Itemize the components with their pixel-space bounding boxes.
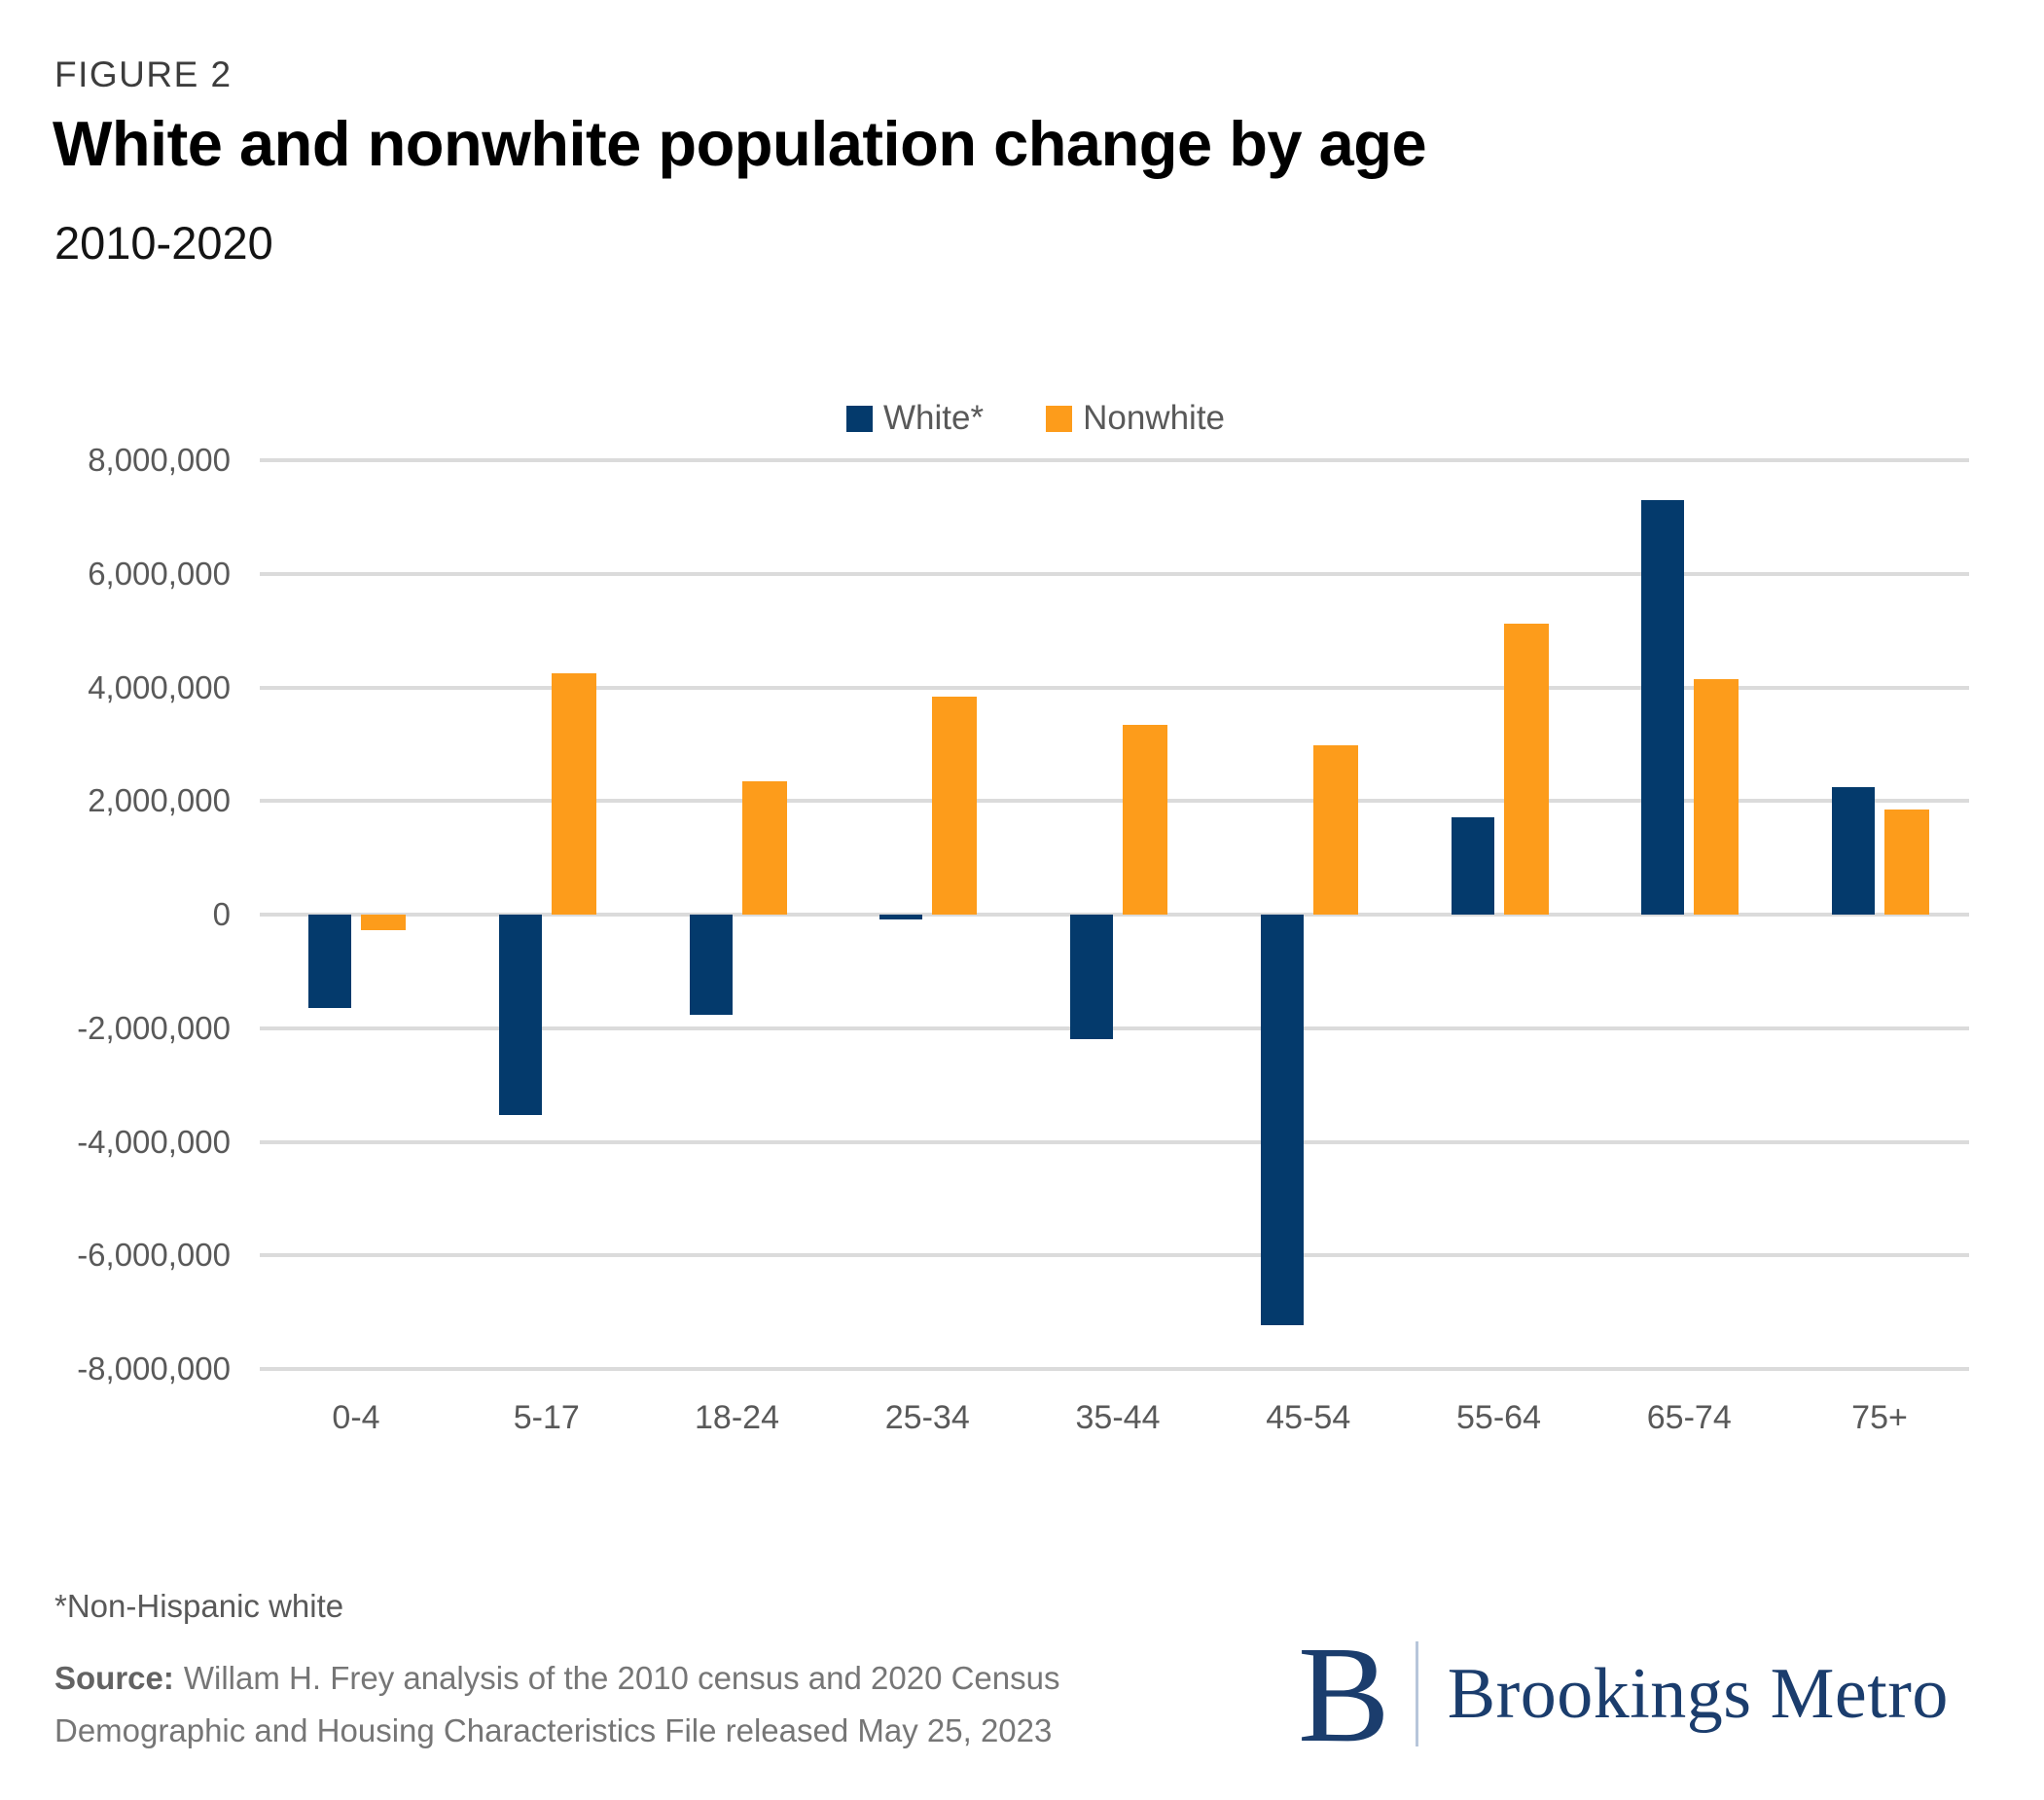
y-axis-tick-label: 8,000,000 (88, 442, 231, 478)
gridline--8,000,000 (260, 1367, 1969, 1371)
bar-white-45-54 (1260, 915, 1304, 1326)
legend-label: Nonwhite (1083, 399, 1226, 437)
x-axis-tick-label: 65-74 (1646, 1399, 1732, 1436)
bar-white-18-24 (689, 915, 733, 1015)
bar-white-65-74 (1641, 499, 1685, 915)
legend-label: White* (883, 399, 985, 437)
y-axis-tick-label: -4,000,000 (77, 1123, 231, 1160)
gridline--2,000,000 (260, 1026, 1969, 1030)
y-axis-tick-label: -8,000,000 (77, 1350, 231, 1386)
x-axis-tick-label: 45-54 (1266, 1399, 1351, 1436)
bar-nonwhite-55-64 (1503, 624, 1549, 915)
y-axis-tick-label: -6,000,000 (77, 1237, 231, 1274)
bar-nonwhite-0-4 (361, 915, 406, 930)
gridline-8,000,000 (260, 458, 1969, 462)
legend-swatch-icon (846, 405, 873, 432)
gridline-4,000,000 (260, 685, 1969, 690)
bar-nonwhite-25-34 (932, 696, 978, 915)
x-axis-tick-label: 0-4 (332, 1399, 380, 1436)
logo-divider (1415, 1641, 1418, 1746)
gridline-0 (260, 913, 1969, 917)
bar-nonwhite-45-54 (1312, 745, 1358, 915)
bar-white-0-4 (308, 915, 351, 1009)
bar-white-5-17 (498, 915, 542, 1116)
legend-item-white: White* (846, 399, 984, 438)
bar-nonwhite-35-44 (1123, 725, 1167, 915)
source-text-line1: Willam H. Frey analysis of the 2010 cens… (183, 1660, 1060, 1696)
y-axis-tick-label: -2,000,000 (77, 1009, 231, 1046)
legend-item-nonwhite: Nonwhite (1046, 399, 1225, 438)
footnote: *Non-Hispanic white (54, 1588, 344, 1624)
page-title: White and nonwhite population change by … (53, 108, 1427, 179)
x-axis-tick-label: 18-24 (695, 1399, 779, 1436)
source-text-line2: Demographic and Housing Characteristics … (54, 1712, 1053, 1748)
page-subtitle: 2010-2020 (54, 217, 273, 269)
bar-nonwhite-5-17 (551, 672, 596, 915)
brookings-b-logo-icon: B (1298, 1617, 1390, 1771)
y-axis-tick-label: 2,000,000 (88, 782, 231, 819)
source-note: Source: Willam H. Frey analysis of the 20… (54, 1652, 1060, 1757)
figure-label: FIGURE 2 (54, 54, 233, 94)
bar-white-55-64 (1451, 816, 1494, 915)
bar-white-75+ (1832, 787, 1875, 915)
x-axis-tick-label: 55-64 (1456, 1399, 1541, 1436)
x-axis-tick-label: 35-44 (1075, 1399, 1161, 1436)
x-axis-tick-label: 75+ (1851, 1399, 1908, 1436)
legend-swatch-icon (1046, 405, 1073, 432)
bar-nonwhite-75+ (1884, 810, 1929, 915)
y-axis-tick-label: 4,000,000 (88, 668, 231, 705)
gridline-2,000,000 (260, 799, 1969, 804)
x-axis-tick-label: 5-17 (513, 1399, 580, 1436)
chart-legend: White* Nonwhite (846, 399, 1225, 438)
bar-nonwhite-65-74 (1694, 678, 1739, 915)
gridline-6,000,000 (260, 571, 1969, 576)
gridline--4,000,000 (260, 1139, 1969, 1144)
x-axis-tick-label: 25-34 (884, 1399, 970, 1436)
source-label: Source: (54, 1660, 174, 1696)
bar-white-25-34 (879, 915, 923, 919)
brookings-metro-logo: B Brookings Metro (1298, 1617, 1949, 1771)
gridline--6,000,000 (260, 1253, 1969, 1258)
bar-nonwhite-18-24 (741, 781, 787, 915)
bar-white-35-44 (1070, 915, 1113, 1040)
y-axis-tick-label: 6,000,000 (88, 555, 231, 592)
y-axis-tick-label: 0 (212, 896, 231, 932)
logo-wordmark: Brookings Metro (1447, 1654, 1949, 1734)
